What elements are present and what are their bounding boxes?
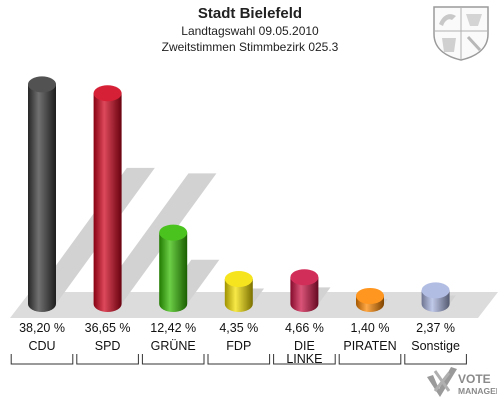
vote-manager-logo: VOTE MANAGER — [427, 367, 497, 397]
bar-top — [356, 287, 384, 304]
coat-of-arms-icon — [433, 6, 489, 61]
bar — [28, 84, 56, 312]
bar-shadow — [28, 167, 155, 304]
category-bracket — [76, 354, 139, 365]
category-bracket — [10, 354, 74, 365]
bar-top — [93, 85, 122, 102]
category-bracket — [207, 354, 271, 365]
bar — [290, 277, 319, 312]
bar — [224, 278, 253, 312]
logo-text-vote: VOTE — [458, 372, 491, 386]
bar — [159, 232, 188, 312]
bar-top — [28, 76, 56, 93]
bar-top — [159, 224, 188, 241]
category-label: GRÜNE — [151, 339, 196, 353]
category-label: FDP — [226, 339, 251, 353]
logo-text-manager: MANAGER — [458, 386, 497, 396]
bar-labels: 38,20 % CDU 36,65 % SPD 12,42 % GRÜNE 4,35 % FD… — [10, 321, 467, 366]
category-label: SPD — [95, 339, 121, 353]
value-label: 2,37 % — [416, 321, 455, 335]
value-label: 4,66 % — [285, 321, 324, 335]
bar-shadow — [93, 173, 217, 304]
category-label: Sonstige — [411, 339, 460, 353]
category-label: CDU — [28, 339, 55, 353]
chart-title: Stadt Bielefeld — [197, 5, 303, 22]
bar-top — [224, 270, 253, 287]
category-label: PIRATEN — [343, 339, 396, 353]
bar-top — [290, 269, 319, 286]
value-label: 1,40 % — [351, 321, 390, 335]
bars — [28, 76, 450, 312]
category-label: LINKE — [286, 352, 322, 366]
value-label: 38,20 % — [19, 321, 65, 335]
chart-subtitle: Landtagswahl 09.05.2010 — [181, 24, 319, 38]
category-label: DIE — [294, 339, 315, 353]
bar-top — [421, 282, 450, 299]
category-bracket — [338, 354, 402, 365]
value-label: 4,35 % — [219, 321, 258, 335]
category-bracket — [141, 354, 205, 365]
category-bracket — [404, 354, 467, 365]
chart-subsubtitle: Zweitstimmen Stimmbezirk 025.3 — [161, 40, 339, 54]
bar — [93, 93, 122, 312]
value-label: 36,65 % — [85, 321, 131, 335]
category-bracket — [273, 354, 336, 365]
value-label: 12,42 % — [150, 321, 196, 335]
